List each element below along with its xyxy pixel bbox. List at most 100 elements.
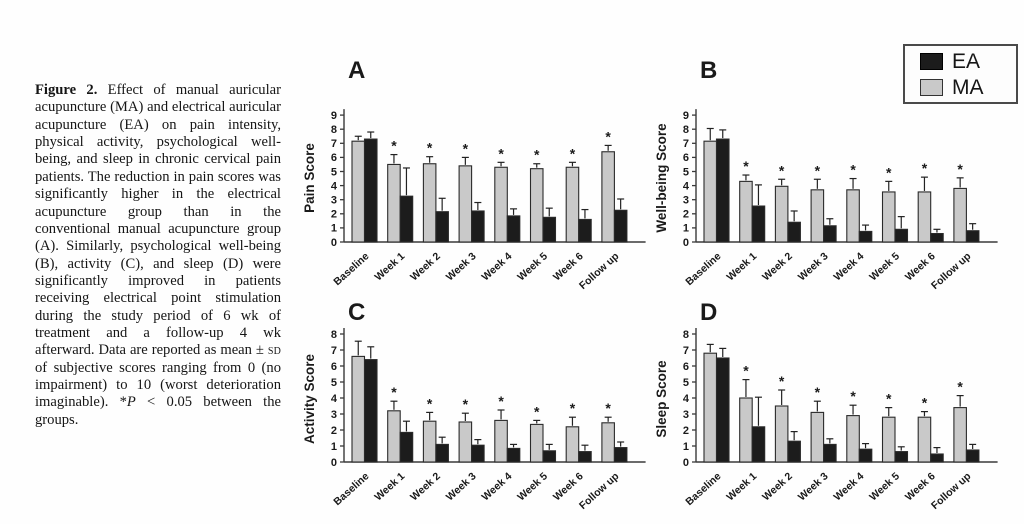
y-tick-label: 2 [683,209,689,221]
y-tick-label: 0 [331,457,337,469]
y-tick-label: 8 [683,124,689,136]
legend-label: EA [952,49,981,73]
bar-ea-week-4 [858,448,873,463]
y-tick-label: 8 [683,329,689,341]
y-tick-label: 8 [331,329,337,341]
chart-svg-a: A Pain Score 0 1 2 3 4 5 6 7 8 9 Baseline * Week 1 * Wee… [302,57,646,292]
x-tick-label: Baseline [331,470,371,508]
bar-ea-follow-up [965,230,980,243]
bar-ea-week-3 [471,444,485,463]
y-tick-label: 0 [331,237,337,249]
significance-star: * [534,147,540,163]
chart-panel-d: D Sleep Score 0 1 2 3 4 5 6 7 8 Baseline * Week 1 * Wee… [647,285,1019,524]
bar-ma-week-3 [458,421,473,463]
bar-ma-week-5 [529,168,544,243]
y-tick-label: 2 [683,425,689,437]
bar-ea-follow-up [965,449,980,463]
significance-star: * [498,393,504,409]
chart-panel-b: B Well-being Score 0 1 2 3 4 5 6 7 8 9 Baseline * Week… [647,45,1019,302]
y-tick-label: 5 [331,377,337,389]
bar-ea-week-5 [894,451,909,463]
y-tick-label: 0 [683,457,689,469]
y-tick-label: 6 [683,361,689,373]
y-axis-title-d: Sleep Score [654,360,669,438]
y-tick-label: 4 [331,393,338,405]
x-tick-label: Week 1 [724,250,759,283]
legend-item-ea: EA [920,51,1016,72]
x-tick-label: Week 6 [551,470,586,503]
panel-letter-a: A [348,57,365,84]
bar-ea-week-6 [578,218,592,243]
significance-star: * [391,138,397,154]
y-tick-label: 3 [331,195,337,207]
x-tick-label: Baseline [683,250,723,288]
y-tick-label: 1 [683,441,689,453]
y-tick-label: 8 [331,124,337,136]
bar-ma-baseline [703,140,718,243]
panel-letter-b: B [700,57,717,84]
bar-ma-baseline [703,352,718,463]
significance-star: * [850,388,856,404]
x-tick-label: Week 6 [903,470,938,503]
y-axis-title-c: Activity Score [302,353,317,444]
x-tick-label: Week 1 [724,470,759,503]
significance-star: * [605,400,611,416]
bar-ma-week-1 [739,397,753,463]
significance-star: * [779,373,785,389]
significance-star: * [605,128,611,144]
panel-letter-c: C [348,299,365,326]
bar-ma-week-6 [565,166,580,243]
significance-star: * [463,396,469,412]
x-tick-label: Week 5 [515,470,550,503]
bar-ea-week-2 [435,211,449,243]
bar-ea-week-1 [399,431,414,463]
bar-ma-follow-up [953,187,967,243]
x-tick-label: Week 5 [867,250,902,283]
legend: EA MA [903,44,1018,104]
bar-ma-week-1 [387,410,401,463]
x-tick-label: Week 4 [832,470,867,503]
significance-star: * [957,379,963,395]
significance-star: * [957,161,963,177]
y-tick-label: 4 [683,180,690,192]
y-tick-label: 0 [683,237,689,249]
bar-ea-week-6 [578,451,592,463]
y-tick-label: 3 [683,409,689,421]
y-tick-label: 7 [331,138,337,150]
bar-ea-baseline [363,138,378,243]
ea-swatch-icon [920,52,943,70]
x-tick-label: Week 2 [760,470,795,503]
y-tick-label: 7 [331,345,337,357]
significance-star: * [498,145,504,161]
significance-star: * [850,162,856,178]
bar-ea-follow-up [613,209,628,243]
x-tick-label: Week 3 [796,250,831,283]
y-axis-title-a: Pain Score [302,143,317,213]
y-tick-label: 2 [331,209,337,221]
significance-star: * [570,400,576,416]
x-tick-label: Week 3 [444,470,479,503]
bar-ea-week-6 [930,232,944,243]
chart-svg-d: D Sleep Score 0 1 2 3 4 5 6 7 8 Baseline * Week 1 * Wee… [654,299,998,512]
x-tick-label: Week 2 [408,250,443,283]
legend-item-ma: MA [920,77,1016,98]
x-tick-label: Week 5 [515,250,550,283]
x-tick-label: Follow up [929,470,973,512]
bar-ma-week-5 [881,416,896,463]
bar-ea-week-4 [858,230,873,243]
caption-segment-2: sd [267,342,281,359]
bar-ma-week-4 [846,189,860,243]
bar-ma-baseline [351,355,366,463]
bar-ma-week-6 [917,416,932,463]
significance-star: * [779,162,785,178]
caption-segment-0: Figure 2. [35,82,108,98]
x-tick-label: Week 1 [372,250,407,283]
y-tick-label: 6 [331,152,337,164]
chart-svg-c: C Activity Score 0 1 2 3 4 5 6 7 8 Baseline * Week 1 *… [302,299,646,512]
bar-ma-follow-up [601,422,615,463]
y-tick-label: 9 [331,110,337,122]
caption-segment-1: Effect of manual auricular acupuncture (… [35,82,281,359]
y-tick-label: 1 [683,223,689,235]
bar-ea-week-1 [751,205,766,243]
bar-ma-week-1 [739,180,753,243]
